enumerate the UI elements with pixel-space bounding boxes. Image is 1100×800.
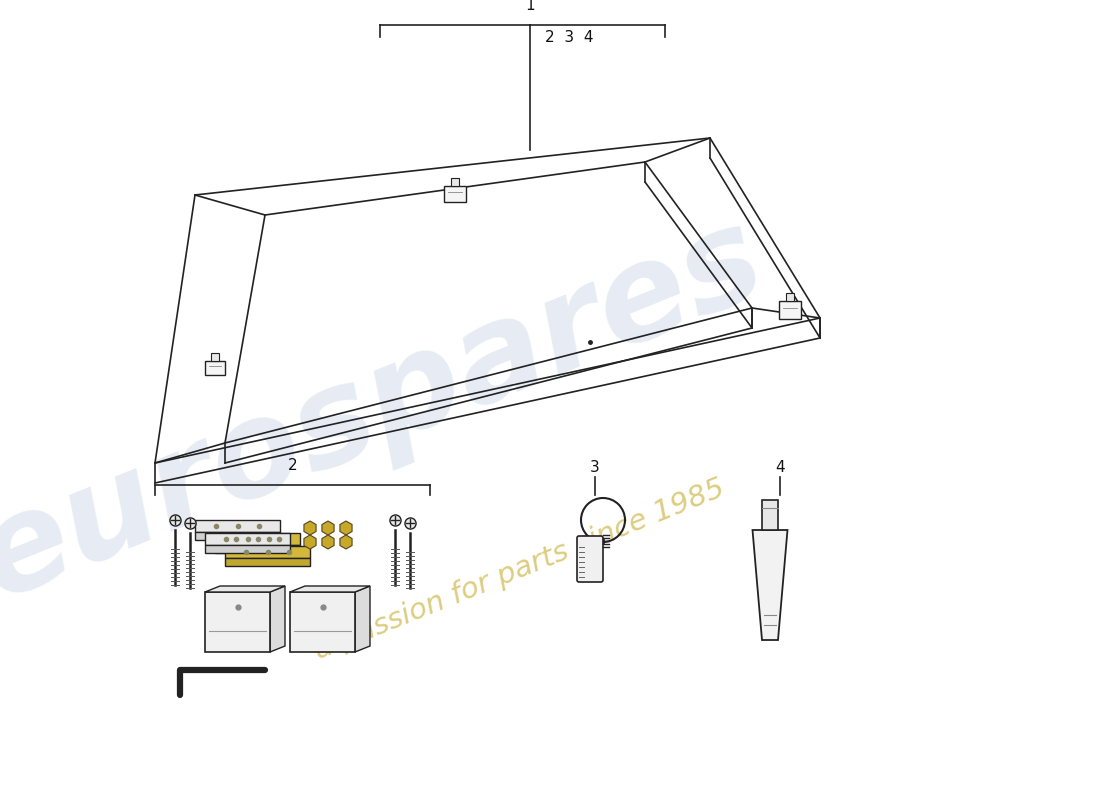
Text: 4: 4 <box>776 460 784 475</box>
FancyBboxPatch shape <box>578 536 603 582</box>
Bar <box>205 533 290 545</box>
Polygon shape <box>340 521 352 535</box>
Polygon shape <box>752 530 788 640</box>
Text: a passion for parts since 1985: a passion for parts since 1985 <box>311 474 729 666</box>
Polygon shape <box>304 535 316 549</box>
Bar <box>205 545 290 553</box>
Bar <box>762 500 778 530</box>
Bar <box>290 592 355 652</box>
Bar <box>195 520 280 532</box>
Polygon shape <box>304 521 316 535</box>
Bar <box>211 353 219 361</box>
Bar <box>786 293 794 301</box>
Bar <box>214 545 300 553</box>
Polygon shape <box>340 535 352 549</box>
Bar <box>451 178 459 186</box>
FancyBboxPatch shape <box>444 186 466 202</box>
Polygon shape <box>355 586 370 652</box>
Text: 3: 3 <box>590 460 600 475</box>
Polygon shape <box>322 535 334 549</box>
Text: eurospares: eurospares <box>0 194 781 626</box>
Bar <box>205 592 270 652</box>
Polygon shape <box>270 586 285 652</box>
Text: 2: 2 <box>288 458 297 473</box>
Bar <box>226 546 310 558</box>
Polygon shape <box>290 586 370 592</box>
Text: 1: 1 <box>525 0 535 13</box>
Polygon shape <box>322 521 334 535</box>
Bar <box>214 533 300 545</box>
Bar <box>195 532 280 540</box>
FancyBboxPatch shape <box>205 361 225 375</box>
Bar <box>226 558 310 566</box>
Text: 2  3  4: 2 3 4 <box>544 30 594 45</box>
Polygon shape <box>205 586 285 592</box>
FancyBboxPatch shape <box>779 301 801 319</box>
